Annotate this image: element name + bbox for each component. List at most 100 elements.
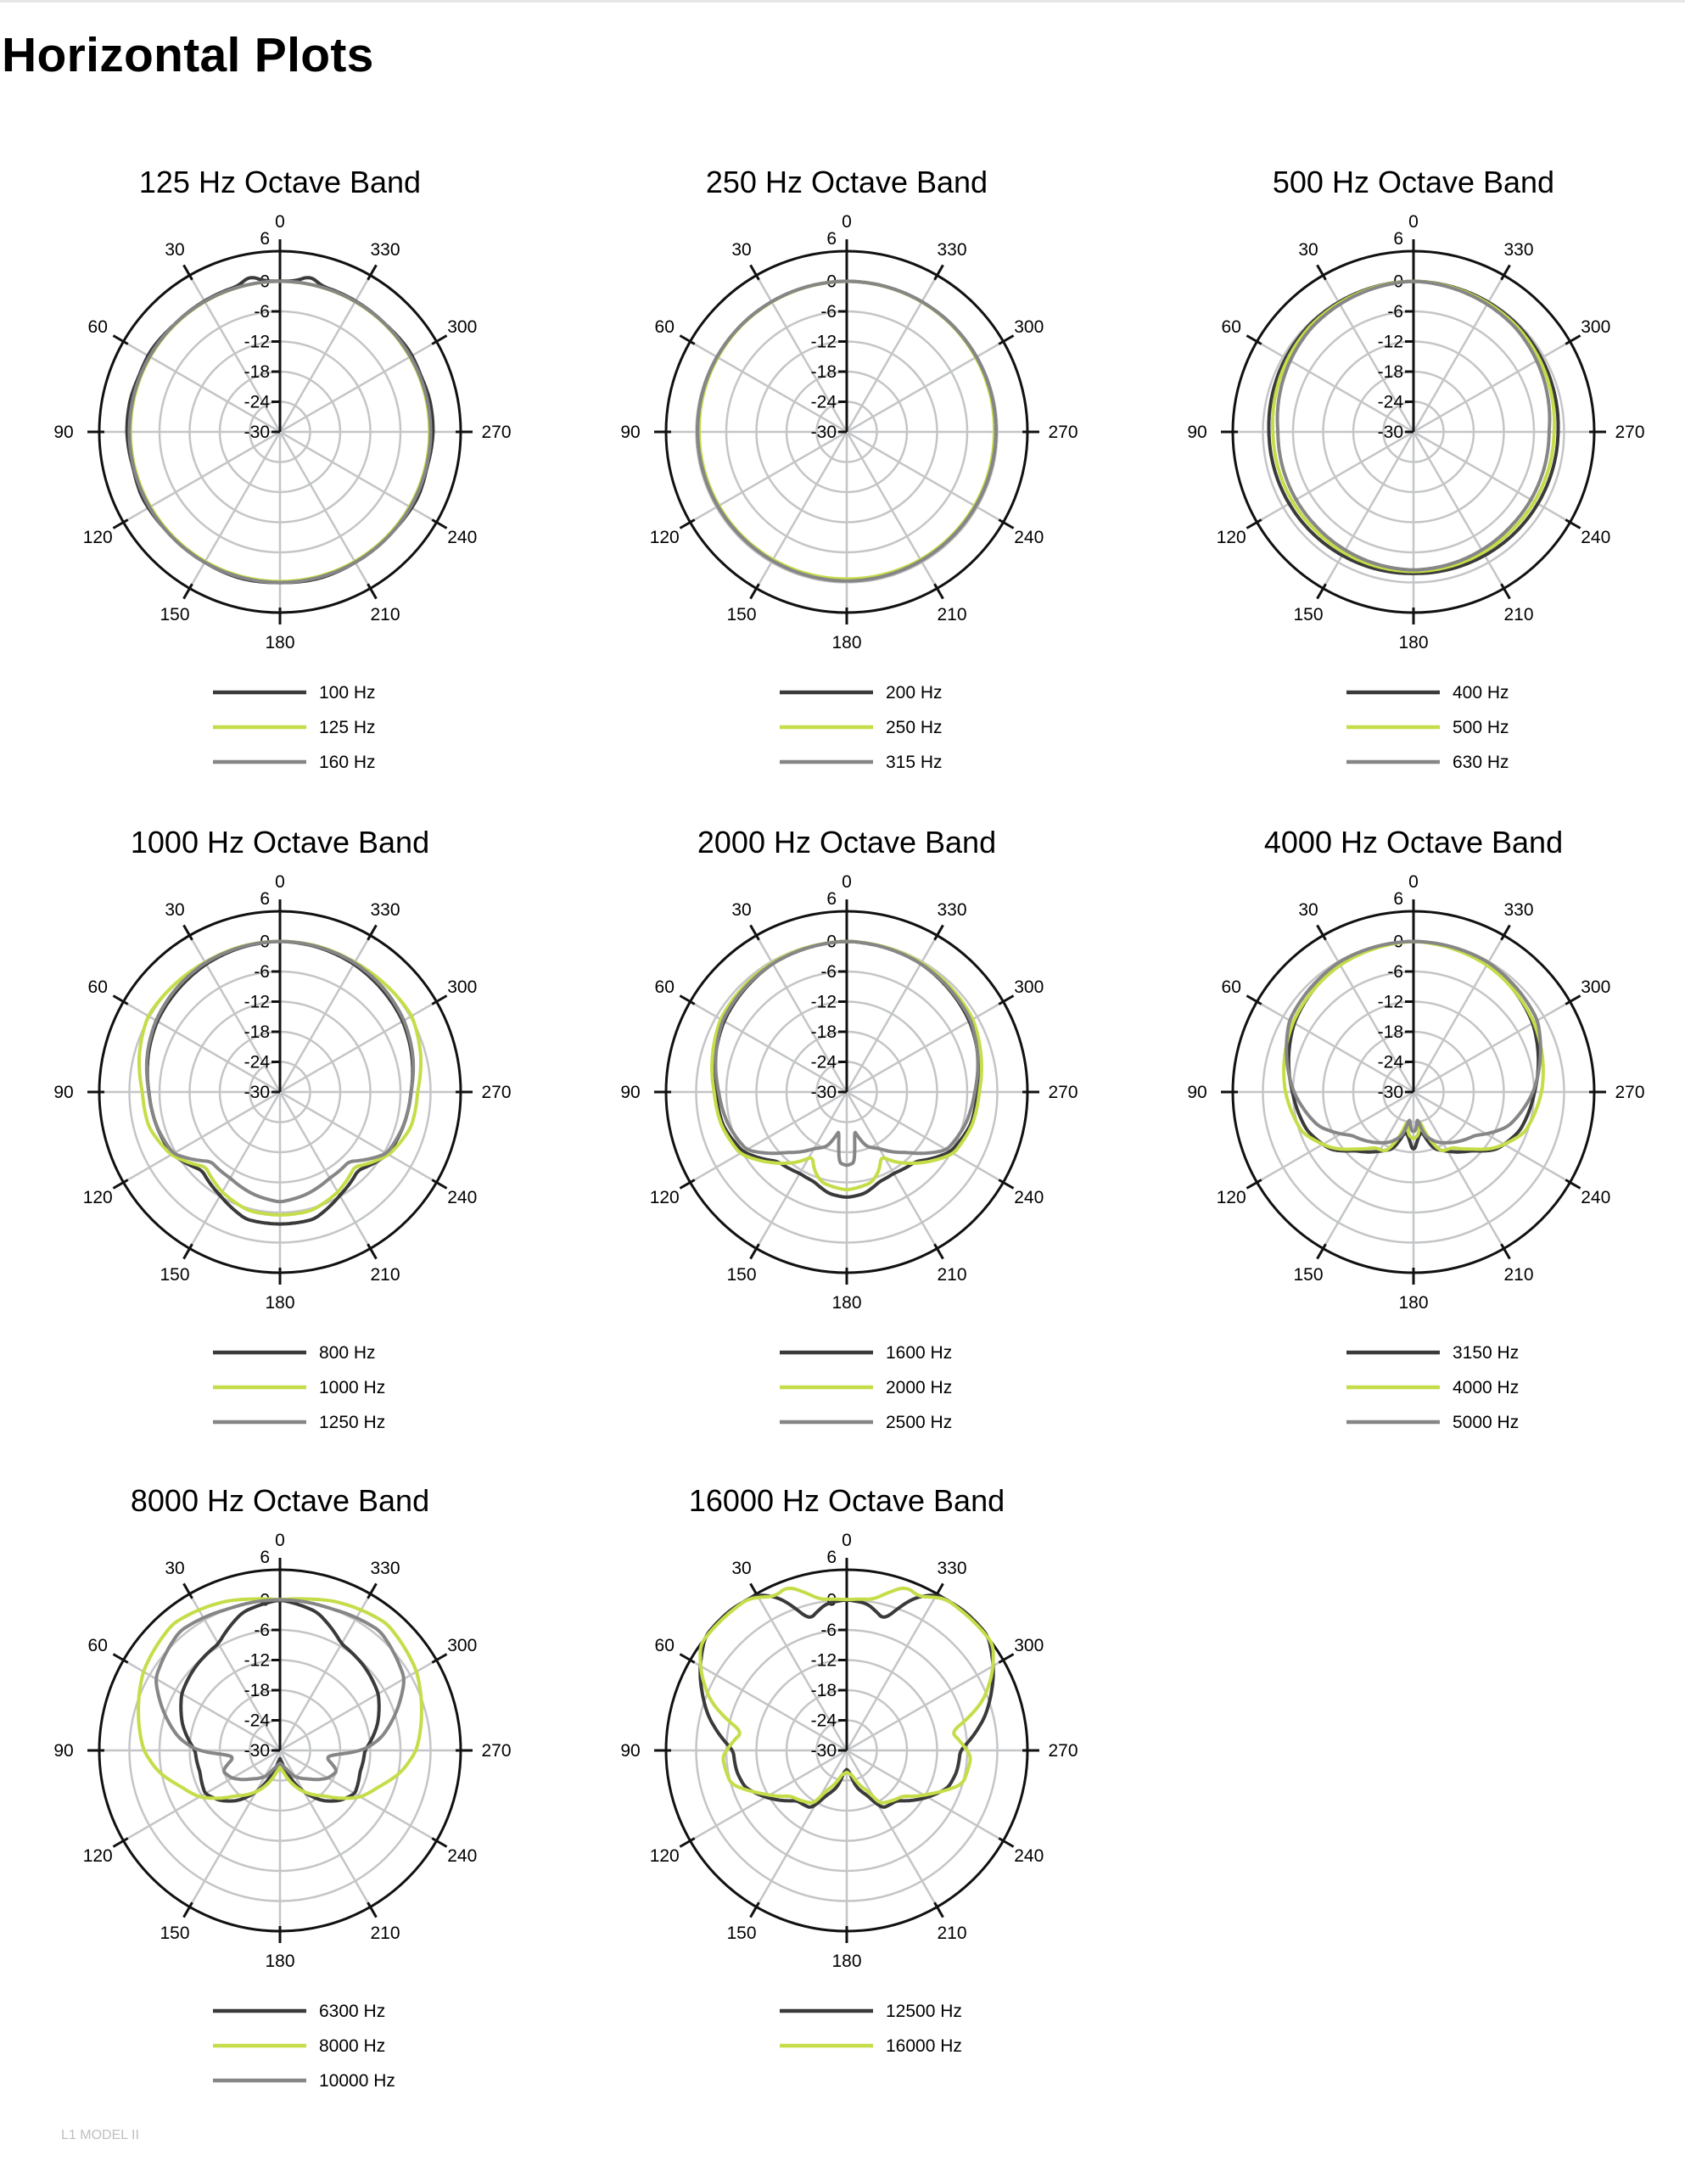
grid-spoke: [279, 1090, 438, 1184]
grid-spoke: [1413, 1090, 1571, 1184]
grid-spoke: [278, 1593, 372, 1751]
grid-spoke: [1413, 430, 1571, 524]
angle-tick-label: 60: [655, 977, 675, 997]
angle-tick: [1246, 334, 1262, 345]
angle-tick-label: 90: [620, 423, 640, 442]
angle-tick-label: 330: [370, 900, 400, 920]
grid-spoke: [278, 1091, 372, 1250]
angle-tick-label: 240: [447, 1846, 477, 1866]
angle-tick-label: 330: [1503, 240, 1533, 260]
grid-spoke: [846, 340, 1005, 434]
angle-tick: [749, 924, 760, 941]
angle-tick: [1500, 924, 1511, 941]
grid-spoke: [755, 1091, 848, 1250]
grid-spoke: [279, 1659, 438, 1752]
angle-tick: [182, 264, 193, 281]
legend-label: 2500 Hz: [886, 1413, 952, 1432]
grid-spoke: [1322, 1091, 1415, 1250]
radial-tick-label: -24: [244, 1053, 271, 1072]
grid-spoke: [845, 1750, 938, 1908]
angle-tick: [679, 518, 696, 529]
angle-tick-label: 270: [481, 1741, 511, 1761]
legend-label: 1250 Hz: [319, 1413, 385, 1432]
angle-tick-label: 240: [1014, 1846, 1044, 1866]
angle-tick: [431, 334, 448, 345]
radial-tick-label: -24: [811, 393, 837, 412]
series-curve: [710, 939, 983, 1191]
legend-label: 3150 Hz: [1453, 1343, 1519, 1363]
angle-tick: [182, 583, 193, 600]
series-curve: [144, 939, 416, 1204]
legend-label: 1000 Hz: [319, 1378, 385, 1397]
legend-label: 100 Hz: [319, 683, 376, 703]
radial-tick-label: -12: [244, 333, 270, 352]
angle-tick-label: 60: [1222, 977, 1241, 997]
angle-tick-label: 210: [937, 1265, 966, 1285]
angle-tick: [182, 1901, 193, 1918]
angle-tick: [1500, 264, 1511, 281]
grid-spoke: [278, 934, 372, 1093]
angle-tick-label: 300: [1014, 1636, 1044, 1655]
grid-spoke: [755, 1750, 848, 1908]
angle-tick-label: 30: [731, 900, 751, 920]
grid-spoke: [122, 1659, 281, 1752]
angle-tick-label: 60: [655, 317, 675, 337]
angle-tick-label: 210: [370, 1924, 400, 1943]
legend-label: 315 Hz: [886, 753, 943, 772]
polar-plot: 1000 Hz Octave Band 0 30 60 90 120 150 180 210 24…: [53, 825, 511, 1432]
grid-spoke: [1322, 431, 1415, 590]
angle-tick-label: 0: [1408, 212, 1419, 232]
grid-spoke: [689, 340, 848, 434]
angle-tick-label: 270: [1048, 1083, 1078, 1102]
grid-spoke: [846, 1659, 1005, 1752]
angle-tick-label: 60: [1222, 317, 1241, 337]
grid-spoke: [122, 1090, 281, 1184]
angle-tick-label: 180: [1398, 633, 1428, 652]
angle-tick-label: 90: [53, 1741, 73, 1761]
angle-tick: [1565, 994, 1581, 1005]
grid-spoke: [188, 1593, 282, 1751]
angle-tick: [431, 518, 448, 529]
grid-spoke: [1256, 1090, 1414, 1184]
angle-tick: [182, 1582, 193, 1599]
legend-label: 200 Hz: [886, 683, 943, 703]
angle-tick-label: 270: [1615, 423, 1644, 442]
angle-tick: [998, 994, 1015, 1005]
radial-tick-label: -30: [244, 423, 270, 442]
angle-tick: [1246, 1179, 1262, 1190]
radial-tick-label: -30: [811, 1083, 837, 1102]
angle-tick-label: 270: [1615, 1083, 1644, 1102]
grid-spoke: [845, 274, 938, 433]
angle-tick: [182, 924, 193, 941]
angle-tick-label: 0: [842, 1531, 852, 1550]
radial-tick-label: -30: [1378, 423, 1403, 442]
radial-tick-label: -30: [811, 1741, 837, 1761]
angle-tick-label: 30: [731, 240, 751, 260]
angle-tick-label: 90: [53, 423, 73, 442]
plot-title: 500 Hz Octave Band: [1273, 165, 1554, 199]
legend-label: 630 Hz: [1453, 753, 1509, 772]
angle-tick-label: 30: [1298, 240, 1318, 260]
angle-tick: [998, 1837, 1015, 1848]
grid-spoke: [846, 430, 1005, 524]
radial-tick-label: 6: [260, 229, 270, 249]
grid-spoke: [689, 1000, 848, 1094]
angle-tick-label: 330: [937, 240, 966, 260]
angle-tick-label: 210: [1503, 605, 1533, 624]
grid-spoke: [1413, 340, 1571, 434]
angle-tick: [112, 334, 129, 345]
angle-tick: [679, 1179, 696, 1190]
plot-title: 16000 Hz Octave Band: [689, 1483, 1005, 1518]
radial-tick-label: -12: [1378, 333, 1403, 352]
angle-tick-label: 60: [88, 977, 108, 997]
angle-tick: [367, 264, 378, 281]
radial-tick-label: 6: [260, 889, 270, 909]
angle-tick: [367, 924, 378, 941]
grid-spoke: [845, 1593, 938, 1751]
radial-tick-label: -6: [820, 962, 837, 982]
angle-tick: [998, 1653, 1015, 1664]
legend-label: 8000 Hz: [319, 2036, 385, 2056]
angle-tick: [998, 1179, 1015, 1190]
radial-tick-label: -12: [811, 1651, 837, 1671]
angle-tick-label: 30: [165, 900, 184, 920]
